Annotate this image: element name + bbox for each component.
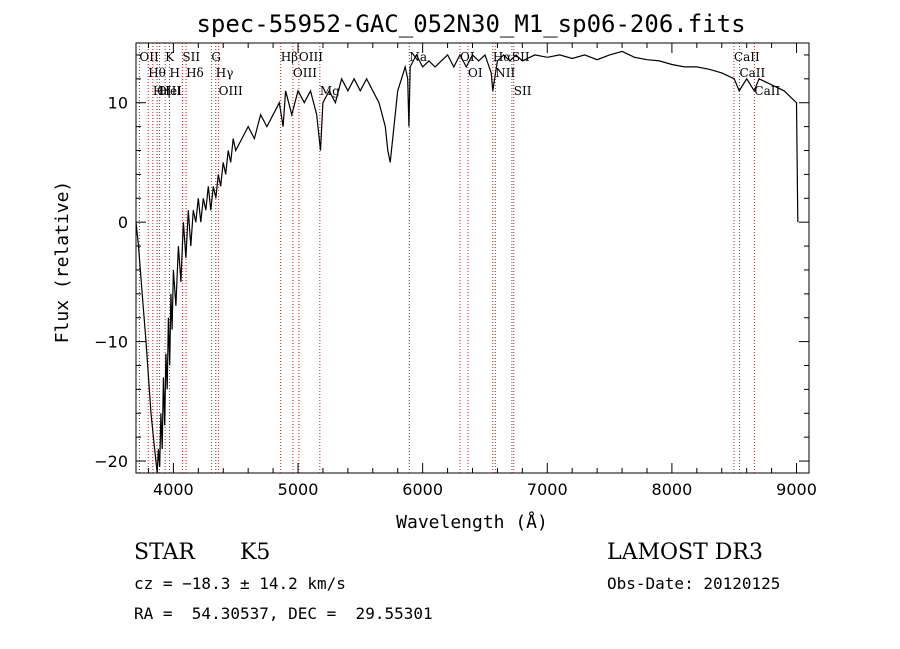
spectral-line-label: Hβ <box>281 50 298 64</box>
y-tick-label: −20 <box>94 452 128 471</box>
spectral-line-label: OI <box>460 50 475 64</box>
spectral-line-label: OIII <box>293 66 317 80</box>
spectral-line-label: SII <box>512 50 530 64</box>
spectral-line-label: Hθ <box>148 66 166 80</box>
spectral-line-label: G <box>211 50 221 64</box>
object-subclass: K5 <box>240 540 271 565</box>
x-tick-label: 4000 <box>153 480 194 499</box>
spectral-line-label: OII <box>139 50 159 64</box>
coordinates: RA = 54.30537, DEC = 29.55301 <box>134 604 433 623</box>
spectral-labels-layer: OIIHθHηOIIIHeIKHSIIHδGHγOIIIHβOIIIOIIIMg… <box>139 50 780 98</box>
spectral-line-label: OIII <box>157 84 181 98</box>
plot-frame <box>135 42 810 474</box>
spectral-line-label: SII <box>182 50 200 64</box>
y-axis-label: Flux (relative) <box>52 181 73 344</box>
x-tick-label: 5000 <box>278 480 319 499</box>
spectral-line-label: NII <box>495 66 515 80</box>
x-axis-ticks: 4000 5000 6000 7000 8000 9000 <box>147 43 817 499</box>
spectral-lines-layer <box>138 43 755 473</box>
x-tick-label: 7000 <box>527 480 568 499</box>
x-tick-label: 8000 <box>652 480 693 499</box>
spectral-line-label: OIII <box>219 84 243 98</box>
spectral-line-label: CaII <box>754 84 780 98</box>
spectral-line-label: H <box>170 66 180 80</box>
spectral-line-label: Hδ <box>186 66 204 80</box>
spectral-line-label: SII <box>514 84 532 98</box>
y-axis-ticks: −20 −10 0 10 <box>94 54 809 471</box>
x-axis-label: Wavelength (Å) <box>396 511 548 533</box>
x-tick-label: 6000 <box>402 480 443 499</box>
spectral-line-label: CaII <box>739 66 765 80</box>
y-tick-label: 10 <box>108 94 128 113</box>
survey-name: LAMOST DR3 <box>607 540 763 565</box>
spectral-line-label: OI <box>468 66 483 80</box>
spectral-line-label: CaII <box>734 50 760 64</box>
spectral-line-label: K <box>165 50 175 64</box>
spectrum-series-line <box>135 50 799 474</box>
redshift-cz: cz = −18.3 ± 14.2 km/s <box>134 574 346 593</box>
y-tick-label: −10 <box>94 333 128 352</box>
chart-title: spec-55952-GAC_052N30_M1_sp06-206.fits <box>196 10 745 38</box>
spectral-line-label: Hη <box>153 84 171 98</box>
spectral-line-label: OIII <box>299 50 323 64</box>
object-class: STAR <box>134 540 195 565</box>
observation-date: Obs-Date: 20120125 <box>607 574 781 593</box>
x-tick-label: 9000 <box>776 480 817 499</box>
spectral-line-label: HeI <box>160 84 183 98</box>
y-tick-label: 0 <box>118 213 128 232</box>
spectral-line-label: Hγ <box>216 66 234 80</box>
